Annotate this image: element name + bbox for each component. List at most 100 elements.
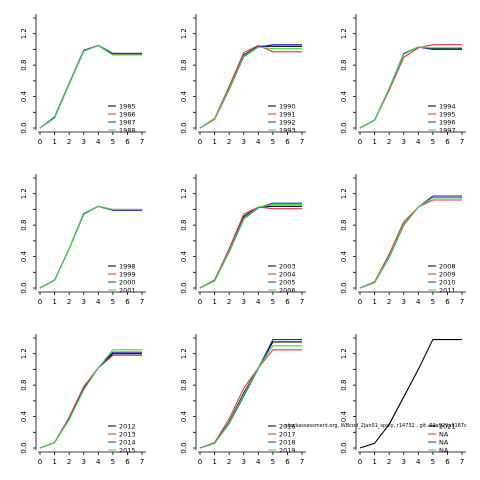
x-tick-label: 3 — [241, 138, 245, 146]
x-tick-label: 1 — [212, 298, 216, 306]
series-line-2006 — [199, 204, 302, 289]
legend-label: 1985 — [119, 102, 136, 110]
series-line-1997 — [359, 46, 462, 129]
x-tick-label: 3 — [401, 138, 405, 146]
x-tick-label: 6 — [445, 458, 450, 466]
x-tick-label: 7 — [140, 458, 144, 466]
legend-label: 2017 — [279, 430, 296, 438]
legend-label: 1992 — [279, 118, 296, 126]
x-tick-label: 4 — [416, 138, 421, 146]
x-tick-label: 0 — [198, 138, 202, 146]
x-tick-label: 6 — [125, 298, 130, 306]
series-line-2019 — [199, 345, 302, 449]
y-tick-label: 0.4 — [340, 410, 348, 422]
legend-label: 2001 — [119, 286, 136, 294]
legend-label: 2006 — [279, 286, 296, 294]
y-tick-label: 0.0 — [340, 442, 348, 453]
x-tick-label: 4 — [256, 298, 261, 306]
series-line-2021 — [359, 339, 462, 449]
x-tick-label: 2 — [227, 458, 231, 466]
y-tick-label: 0.0 — [340, 282, 348, 293]
y-tick-label: 1.2 — [180, 28, 188, 39]
x-tick-label: 0 — [358, 138, 362, 146]
y-tick-label: 0.0 — [20, 282, 28, 293]
x-tick-label: 6 — [125, 138, 130, 146]
legend-label: 1993 — [279, 126, 296, 134]
y-tick-label: 1.2 — [340, 28, 348, 39]
x-tick-label: 5 — [271, 458, 275, 466]
legend-label: NA — [439, 438, 449, 446]
x-tick-label: 0 — [198, 458, 202, 466]
series-line-2001 — [39, 205, 142, 289]
y-tick-label: 0.0 — [340, 122, 348, 133]
x-tick-label: 5 — [111, 298, 115, 306]
legend-label: 2010 — [439, 278, 456, 286]
legend-label: 2009 — [439, 270, 456, 278]
legend-label: 1996 — [439, 118, 456, 126]
legend-label: 1986 — [119, 110, 136, 118]
y-tick-label: 0.4 — [180, 90, 188, 102]
x-tick-label: 2 — [67, 138, 71, 146]
y-tick-label: 0.8 — [180, 60, 188, 71]
series-line-2015 — [39, 349, 142, 449]
x-tick-label: 6 — [125, 458, 130, 466]
x-tick-label: 6 — [445, 298, 450, 306]
x-tick-label: 5 — [431, 458, 435, 466]
x-tick-label: 4 — [96, 298, 101, 306]
x-tick-label: 5 — [111, 458, 115, 466]
x-tick-label: 7 — [140, 298, 144, 306]
legend-label: 2015 — [119, 446, 136, 454]
x-tick-label: 0 — [38, 458, 42, 466]
x-tick-label: 0 — [358, 298, 362, 306]
series-line-2011 — [359, 197, 462, 289]
x-tick-label: 1 — [372, 298, 376, 306]
x-tick-label: 1 — [52, 298, 56, 306]
legend-label: 1997 — [439, 126, 456, 134]
x-tick-label: 4 — [256, 458, 261, 466]
y-tick-label: 0.8 — [20, 380, 28, 391]
x-tick-label: 5 — [431, 138, 435, 146]
y-tick-label: 0.8 — [340, 220, 348, 231]
x-tick-label: 2 — [227, 298, 231, 306]
y-tick-label: 0.4 — [20, 250, 28, 262]
y-tick-label: 1.2 — [180, 188, 188, 199]
x-tick-label: 7 — [460, 138, 464, 146]
x-tick-label: 1 — [372, 138, 376, 146]
x-tick-label: 3 — [81, 298, 85, 306]
x-tick-label: 6 — [285, 138, 290, 146]
x-tick-label: 4 — [96, 458, 101, 466]
y-tick-label: 0.4 — [180, 250, 188, 262]
x-tick-label: 2 — [227, 138, 231, 146]
x-tick-label: 7 — [300, 458, 304, 466]
legend-label: 2016 — [279, 422, 296, 430]
legend-label: 1988 — [119, 126, 136, 134]
legend-label: 1994 — [439, 102, 456, 110]
y-tick-label: 0.0 — [180, 442, 188, 453]
legend-label: 2005 — [279, 278, 296, 286]
x-tick-label: 7 — [460, 458, 464, 466]
x-tick-label: 5 — [271, 298, 275, 306]
y-tick-label: 0.8 — [20, 220, 28, 231]
x-tick-label: 3 — [241, 298, 245, 306]
legend-label: 1991 — [279, 110, 296, 118]
legend-label: 1999 — [119, 270, 136, 278]
y-tick-label: 0.4 — [20, 410, 28, 422]
series-line-1993 — [199, 46, 302, 129]
legend-label: 2008 — [439, 262, 456, 270]
legend-label: 1998 — [119, 262, 136, 270]
x-tick-label: 0 — [38, 138, 42, 146]
y-tick-label: 0.0 — [20, 122, 28, 133]
y-tick-label: 1.2 — [20, 348, 28, 359]
y-tick-label: 1.2 — [180, 348, 188, 359]
x-tick-label: 1 — [212, 458, 216, 466]
y-tick-label: 0.0 — [180, 122, 188, 133]
